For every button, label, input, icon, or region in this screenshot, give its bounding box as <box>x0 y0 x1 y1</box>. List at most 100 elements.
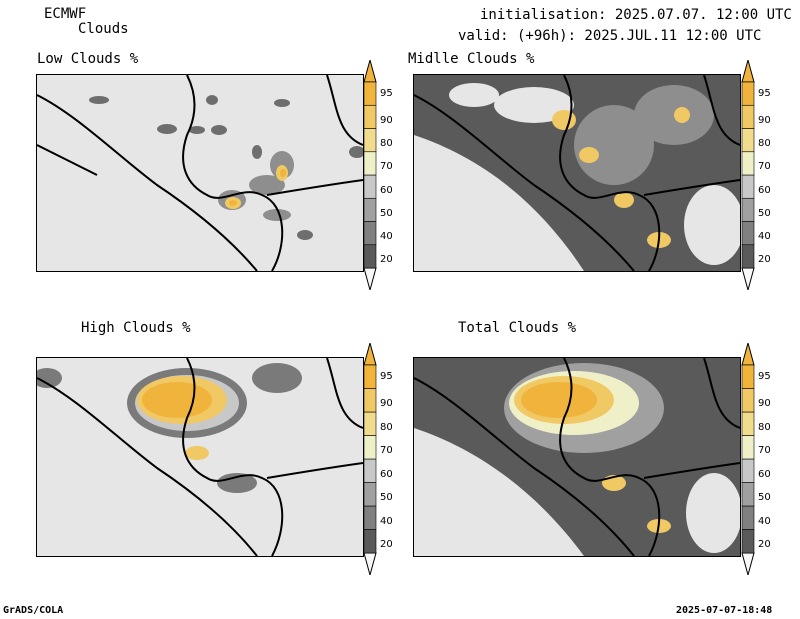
colorbar-label: 80 <box>758 138 771 150</box>
colorbar-segment <box>363 128 377 153</box>
colorbar-total: 20 40 50 60 70 80 90 95 <box>741 343 771 575</box>
colorbar-segment <box>741 411 755 436</box>
colorbar-label: 90 <box>380 398 393 410</box>
colorbar-segment <box>741 174 755 199</box>
colorbar-svg <box>363 343 377 575</box>
colorbar-label: 40 <box>380 515 393 527</box>
colorbar-label: 95 <box>758 370 771 382</box>
colorbar-label: 70 <box>758 161 771 173</box>
middle-clouds-borders <box>414 75 740 271</box>
colorbar-bottom-arrow <box>363 267 377 290</box>
colorbar-label: 40 <box>758 231 771 243</box>
colorbar-label: 90 <box>758 398 771 410</box>
map-middle-clouds <box>413 74 741 272</box>
colorbar-segment <box>363 174 377 199</box>
colorbar-bottom-arrow <box>363 552 377 575</box>
colorbar-high: 20 40 50 60 70 80 90 95 <box>363 343 393 575</box>
colorbar-svg <box>741 60 755 290</box>
valid-time: valid: (+96h): 2025.JUL.11 12:00 UTC <box>458 28 762 44</box>
colorbar-label: 90 <box>380 114 393 126</box>
colorbar-segment <box>363 151 377 176</box>
colorbar-label: 50 <box>758 492 771 504</box>
colorbar-label: 80 <box>380 138 393 150</box>
colorbar-segment <box>741 244 755 269</box>
colorbar-segment <box>741 221 755 246</box>
colorbar-segment <box>741 458 755 483</box>
colorbar-segment <box>363 458 377 483</box>
panel-title-middle: Midlle Clouds % <box>408 51 535 67</box>
colorbar-segment <box>363 81 377 106</box>
colorbar-label: 60 <box>758 468 771 480</box>
colorbar-label: 50 <box>758 207 771 219</box>
colorbar-segment <box>363 197 377 222</box>
colorbar-label: 70 <box>380 161 393 173</box>
colorbar-top-arrow <box>741 343 755 366</box>
colorbar-bottom-arrow <box>741 552 755 575</box>
colorbar-segment <box>363 505 377 530</box>
colorbar-label: 70 <box>758 445 771 457</box>
colorbar-top-arrow <box>741 60 755 83</box>
colorbar-segment <box>741 151 755 176</box>
colorbar-segment <box>363 529 377 554</box>
colorbar-middle: 20 40 50 60 70 80 90 95 <box>741 60 771 290</box>
colorbar-segment <box>741 505 755 530</box>
colorbar-top-arrow <box>363 343 377 366</box>
colorbar-segment <box>741 435 755 460</box>
high-clouds-field <box>37 363 302 493</box>
product-label: Clouds <box>78 21 129 37</box>
colorbar-top-arrow <box>363 60 377 83</box>
colorbar-label: 90 <box>758 114 771 126</box>
total-clouds-field <box>414 358 740 556</box>
colorbar-segment <box>363 364 377 389</box>
init-time: initialisation: 2025.07.07. 12:00 UTC <box>480 7 792 23</box>
colorbar-label: 80 <box>380 421 393 433</box>
colorbar-label: 80 <box>758 421 771 433</box>
colorbar-segment <box>363 411 377 436</box>
colorbar-svg <box>363 60 377 290</box>
colorbar-segment <box>741 482 755 507</box>
colorbar-label: 40 <box>758 515 771 527</box>
colorbar-label: 95 <box>758 87 771 99</box>
colorbar-segment <box>741 197 755 222</box>
colorbar-label: 60 <box>380 468 393 480</box>
colorbar-label: 20 <box>758 539 771 551</box>
map-high-clouds <box>36 357 364 557</box>
low-clouds-field <box>89 95 363 240</box>
colorbar-label: 20 <box>758 254 771 266</box>
colorbar-segment <box>741 364 755 389</box>
colorbar-label: 40 <box>380 231 393 243</box>
colorbar-segment <box>741 529 755 554</box>
colorbar-label: 50 <box>380 492 393 504</box>
colorbar-segment <box>363 221 377 246</box>
map-total-clouds <box>413 357 741 557</box>
panel-title-total: Total Clouds % <box>458 320 577 336</box>
colorbar-bottom-arrow <box>741 267 755 290</box>
colorbar-segment <box>363 482 377 507</box>
footer-right: 2025-07-07-18:48 <box>676 605 773 616</box>
colorbar-label: 95 <box>380 87 393 99</box>
colorbar-segment <box>741 104 755 129</box>
colorbar-label: 50 <box>380 207 393 219</box>
colorbar-segment <box>363 435 377 460</box>
colorbar-label: 20 <box>380 254 393 266</box>
colorbar-segment <box>741 128 755 153</box>
panel-title-high: High Clouds % <box>81 320 191 336</box>
low-clouds-borders <box>37 75 363 271</box>
colorbar-segment <box>363 104 377 129</box>
footer-left: GrADS/COLA <box>3 605 64 616</box>
colorbar-label: 60 <box>758 184 771 196</box>
colorbar-label: 95 <box>380 370 393 382</box>
total-clouds-borders <box>414 358 740 556</box>
map-low-clouds <box>36 74 364 272</box>
colorbar-segment <box>741 388 755 413</box>
middle-clouds-field <box>414 75 740 271</box>
colorbar-label: 70 <box>380 445 393 457</box>
panel-title-low: Low Clouds % <box>37 51 139 67</box>
model-label: ECMWF <box>44 6 87 22</box>
colorbar-low: 20 40 50 60 70 80 90 95 <box>363 60 393 290</box>
colorbar-label: 60 <box>380 184 393 196</box>
colorbar-label: 20 <box>380 539 393 551</box>
colorbar-segment <box>741 81 755 106</box>
colorbar-svg <box>741 343 755 575</box>
colorbar-segment <box>363 244 377 269</box>
